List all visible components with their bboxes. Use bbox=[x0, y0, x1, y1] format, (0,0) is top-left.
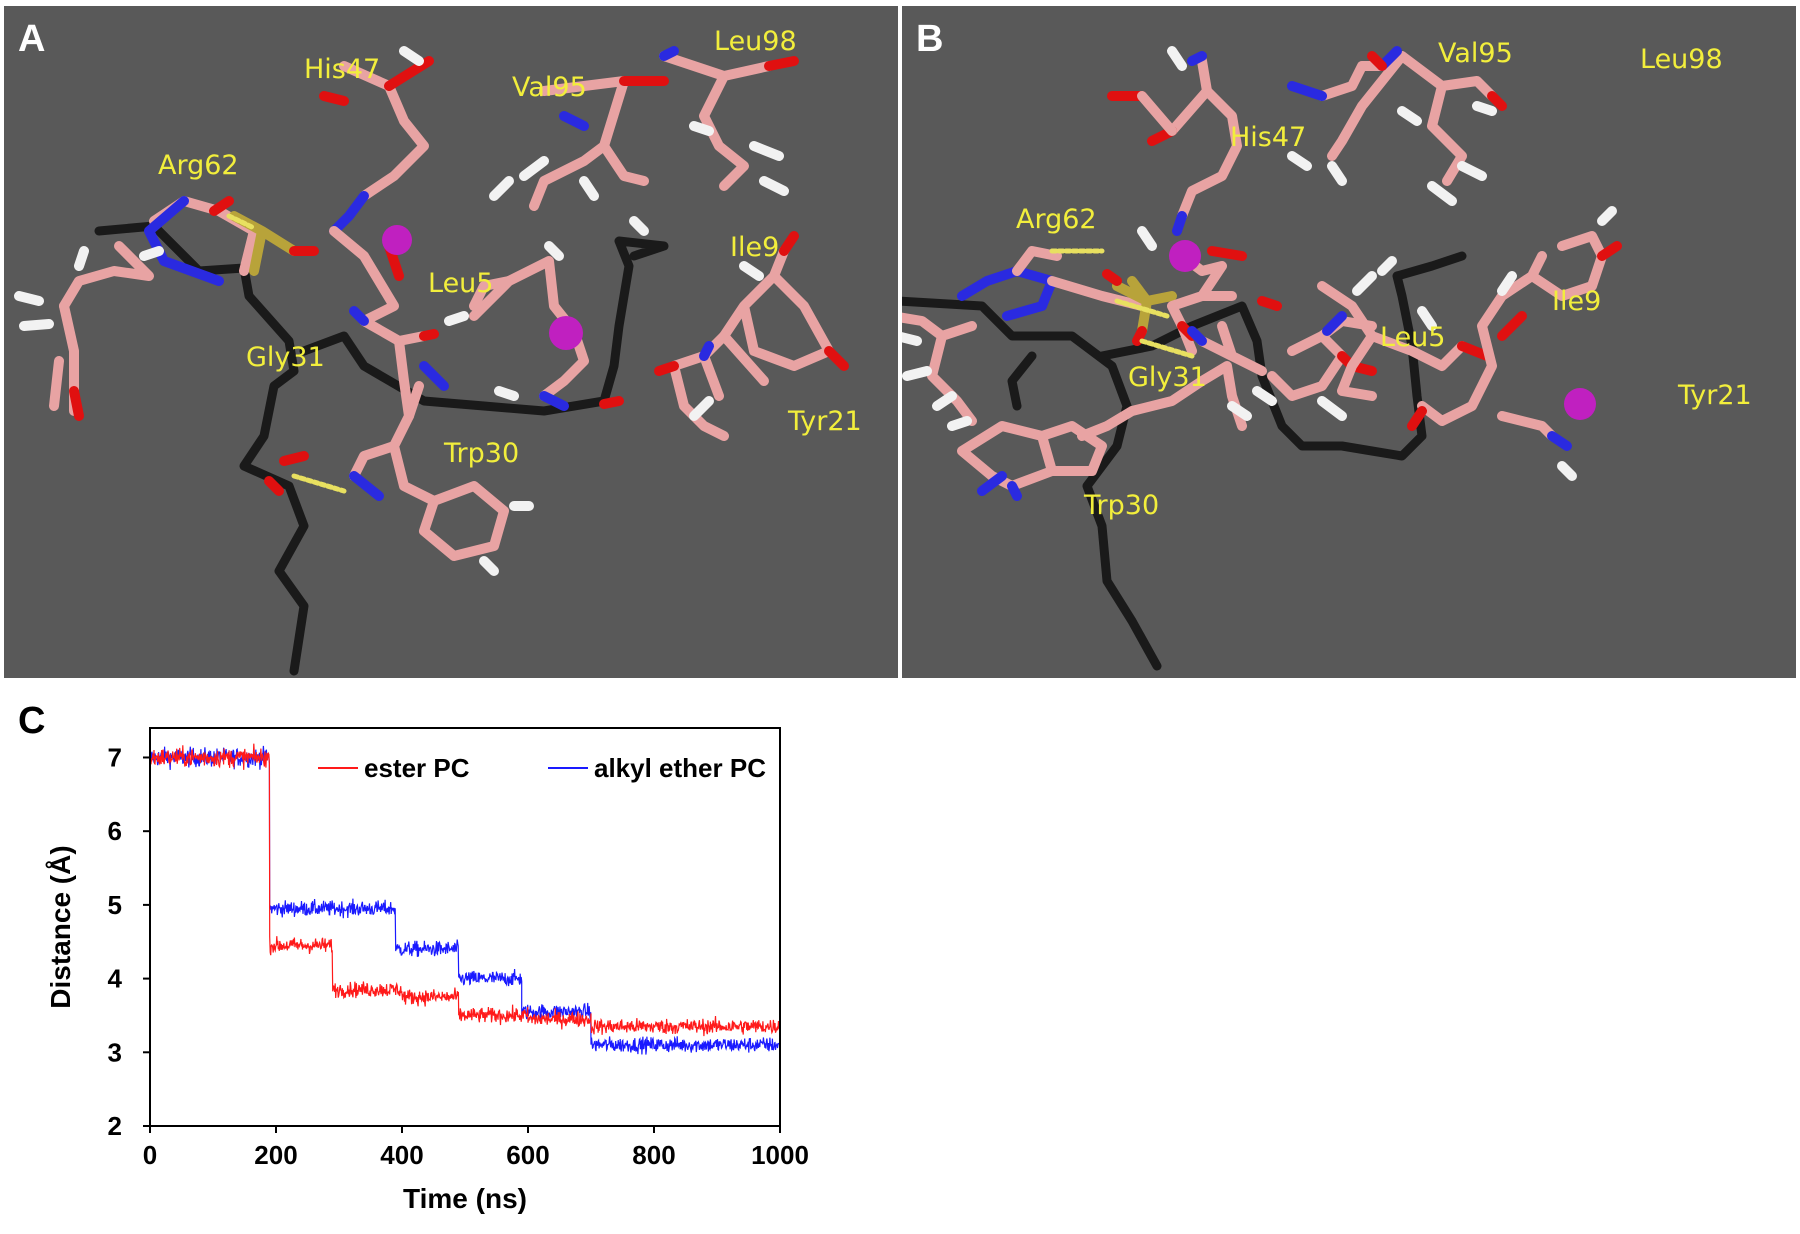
series-line-ester-pc bbox=[149, 743, 781, 1037]
legend-label-alkyl-ether-pc: alkyl ether PC bbox=[594, 753, 766, 783]
y-tick-label-3: 3 bbox=[108, 1037, 122, 1067]
label-gly31-b: Gly31 bbox=[1128, 362, 1207, 393]
distance-time-chart: 0 200 400 600 800 1000 2 3 4 5 6 7 Time (ns) Distance… bbox=[45, 727, 809, 1214]
x-tick-label-0: 0 bbox=[143, 1140, 157, 1170]
y-axis-label: Distance (Å) bbox=[45, 845, 76, 1008]
plot-frame bbox=[149, 727, 781, 1127]
panel-c-letter: C bbox=[18, 700, 46, 742]
y-tick-label-6: 6 bbox=[108, 816, 122, 846]
y-tick-label-5: 5 bbox=[108, 890, 122, 920]
label-val95: Val95 bbox=[512, 72, 587, 103]
label-tyr21: Tyr21 bbox=[788, 406, 862, 437]
label-his47-b: His47 bbox=[1230, 122, 1307, 153]
x-tick-label-600: 600 bbox=[506, 1140, 549, 1170]
x-tick-label-1000: 1000 bbox=[751, 1140, 809, 1170]
y-tick-label-4: 4 bbox=[108, 964, 123, 994]
label-tyr21-b: Tyr21 bbox=[1678, 380, 1752, 411]
label-val95-b: Val95 bbox=[1438, 38, 1513, 69]
label-leu5: Leu5 bbox=[428, 268, 494, 299]
x-tick-label-400: 400 bbox=[380, 1140, 423, 1170]
label-gly31: Gly31 bbox=[246, 342, 325, 373]
label-arg62: Arg62 bbox=[158, 150, 239, 181]
label-ile9-b: Ile9 bbox=[1552, 286, 1602, 317]
label-his47: His47 bbox=[304, 54, 381, 85]
panel-a-letter: A bbox=[18, 18, 46, 60]
y-tick-label-7: 7 bbox=[108, 742, 122, 772]
label-trp30: Trp30 bbox=[444, 438, 520, 469]
label-leu98: Leu98 bbox=[714, 26, 797, 57]
panel-b-structure bbox=[902, 46, 1622, 671]
panel-b-molecular-view: B Val95 Leu98 His47 Arg62 Ile9 Leu5 Tyr2… bbox=[902, 6, 1796, 678]
label-trp30-b: Trp30 bbox=[1084, 490, 1160, 521]
label-ile9: Ile9 bbox=[730, 232, 780, 263]
x-tick-label-800: 800 bbox=[632, 1140, 675, 1170]
panel-a-structure bbox=[14, 46, 849, 676]
panel-b-letter: B bbox=[916, 18, 944, 60]
series-line-alkyl-ether-pc bbox=[149, 745, 781, 1055]
label-leu5-b: Leu5 bbox=[1380, 322, 1446, 353]
label-arg62-b: Arg62 bbox=[1016, 204, 1097, 235]
y-tick-label-2: 2 bbox=[108, 1111, 122, 1141]
label-leu98-b: Leu98 bbox=[1640, 44, 1723, 75]
x-axis-label: Time (ns) bbox=[403, 1183, 527, 1214]
x-tick-label-200: 200 bbox=[254, 1140, 297, 1170]
panel-a-molecular-view: A His47 Val95 Leu98 Arg62 Ile9 Leu5 Gly3… bbox=[4, 6, 898, 678]
legend-label-ester-pc: ester PC bbox=[364, 753, 470, 783]
